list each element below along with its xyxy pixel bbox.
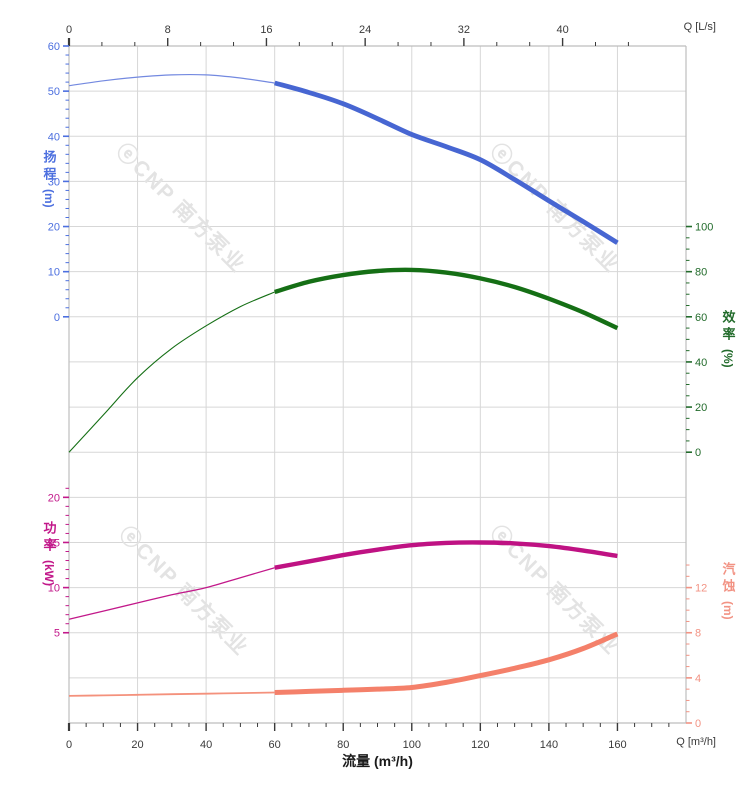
head-axis-tick-label: 20 [48,222,60,234]
head-axis-tick-label: 0 [54,312,60,324]
ls-axis-tick-label: 40 [556,24,568,36]
npsh-axis-tick-label: 12 [695,583,707,595]
power-curve [274,540,618,570]
head-axis-tick-label: 60 [48,41,60,53]
top-axis-corner-label: Q [L/s] [683,21,716,33]
efficiency-curve [274,267,619,331]
flow-axis-tick-label: 80 [337,739,349,751]
power-curve-thin [68,567,275,620]
head-curve [274,80,619,245]
efficiency-axis-unit: (%) [721,349,735,368]
flow-axis-tick-label: 140 [540,739,558,751]
ls-axis-tick-label: 16 [260,24,272,36]
efficiency-axis-tick-label: 60 [695,312,707,324]
npsh-axis-tick-label: 4 [695,673,701,685]
ls-axis-tick-label: 0 [66,24,72,36]
flow-axis-tick-label: 100 [403,739,421,751]
npsh-axis-title: 汽蚀 (m) [716,562,740,620]
npsh-axis-title-text: 汽蚀 [720,562,736,596]
power-axis-title-text: 功率 [41,521,57,555]
efficiency-axis-tick-label: 100 [695,222,713,234]
power-axis-tick-label: 20 [48,492,60,504]
head-axis-tick-label: 50 [48,86,60,98]
efficiency-curve-thin [68,291,275,453]
flow-axis-tick-label: 60 [269,739,281,751]
npsh-axis-tick-label: 0 [695,718,701,730]
ls-axis-tick-label: 8 [165,24,171,36]
npsh-curve-thin [68,691,275,697]
efficiency-axis-tick-label: 20 [695,402,707,414]
power-axis-tick-label: 15 [48,537,60,549]
efficiency-axis-title: 效率 (%) [716,310,740,368]
head-axis-tick-label: 30 [48,176,60,188]
flow-axis-tick-label: 40 [200,739,212,751]
ls-axis-tick-label: 32 [458,24,470,36]
watermark: ⓔCNP 南方泵业 [485,139,624,278]
efficiency-axis-tick-label: 0 [695,447,701,459]
npsh-curve [274,631,619,695]
head-axis-title: 扬程 (m) [37,150,61,208]
watermark: ⓔCNP 南方泵业 [111,139,250,278]
head-axis-tick-label: 40 [48,131,60,143]
flow-axis-title: 流量 (m³/h) [342,753,413,769]
efficiency-axis-title-text: 效率 [720,310,736,344]
head-axis-unit: (m) [42,189,56,208]
power-axis-tick-label: 5 [54,628,60,640]
efficiency-axis-tick-label: 40 [695,357,707,369]
flow-axis-tick-label: 20 [131,739,143,751]
ls-axis-tick-label: 24 [359,24,371,36]
head-axis-tick-label: 10 [48,267,60,279]
head-axis-title-text: 扬程 [41,150,57,184]
efficiency-axis-tick-label: 80 [695,267,707,279]
flow-axis-tick-label: 0 [66,739,72,751]
flow-axis-tick-label: 120 [471,739,489,751]
power-axis-tick-label: 10 [48,583,60,595]
npsh-axis-unit: (m) [721,601,735,620]
head-curve-thin [68,73,275,87]
bottom-axis-corner-label: Q [m³/h] [676,736,716,748]
flow-axis-tick-label: 160 [608,739,626,751]
power-axis-unit: (kW) [42,560,56,586]
npsh-axis-tick-label: 8 [695,628,701,640]
power-axis-title: 功率 (kW) [37,521,61,586]
